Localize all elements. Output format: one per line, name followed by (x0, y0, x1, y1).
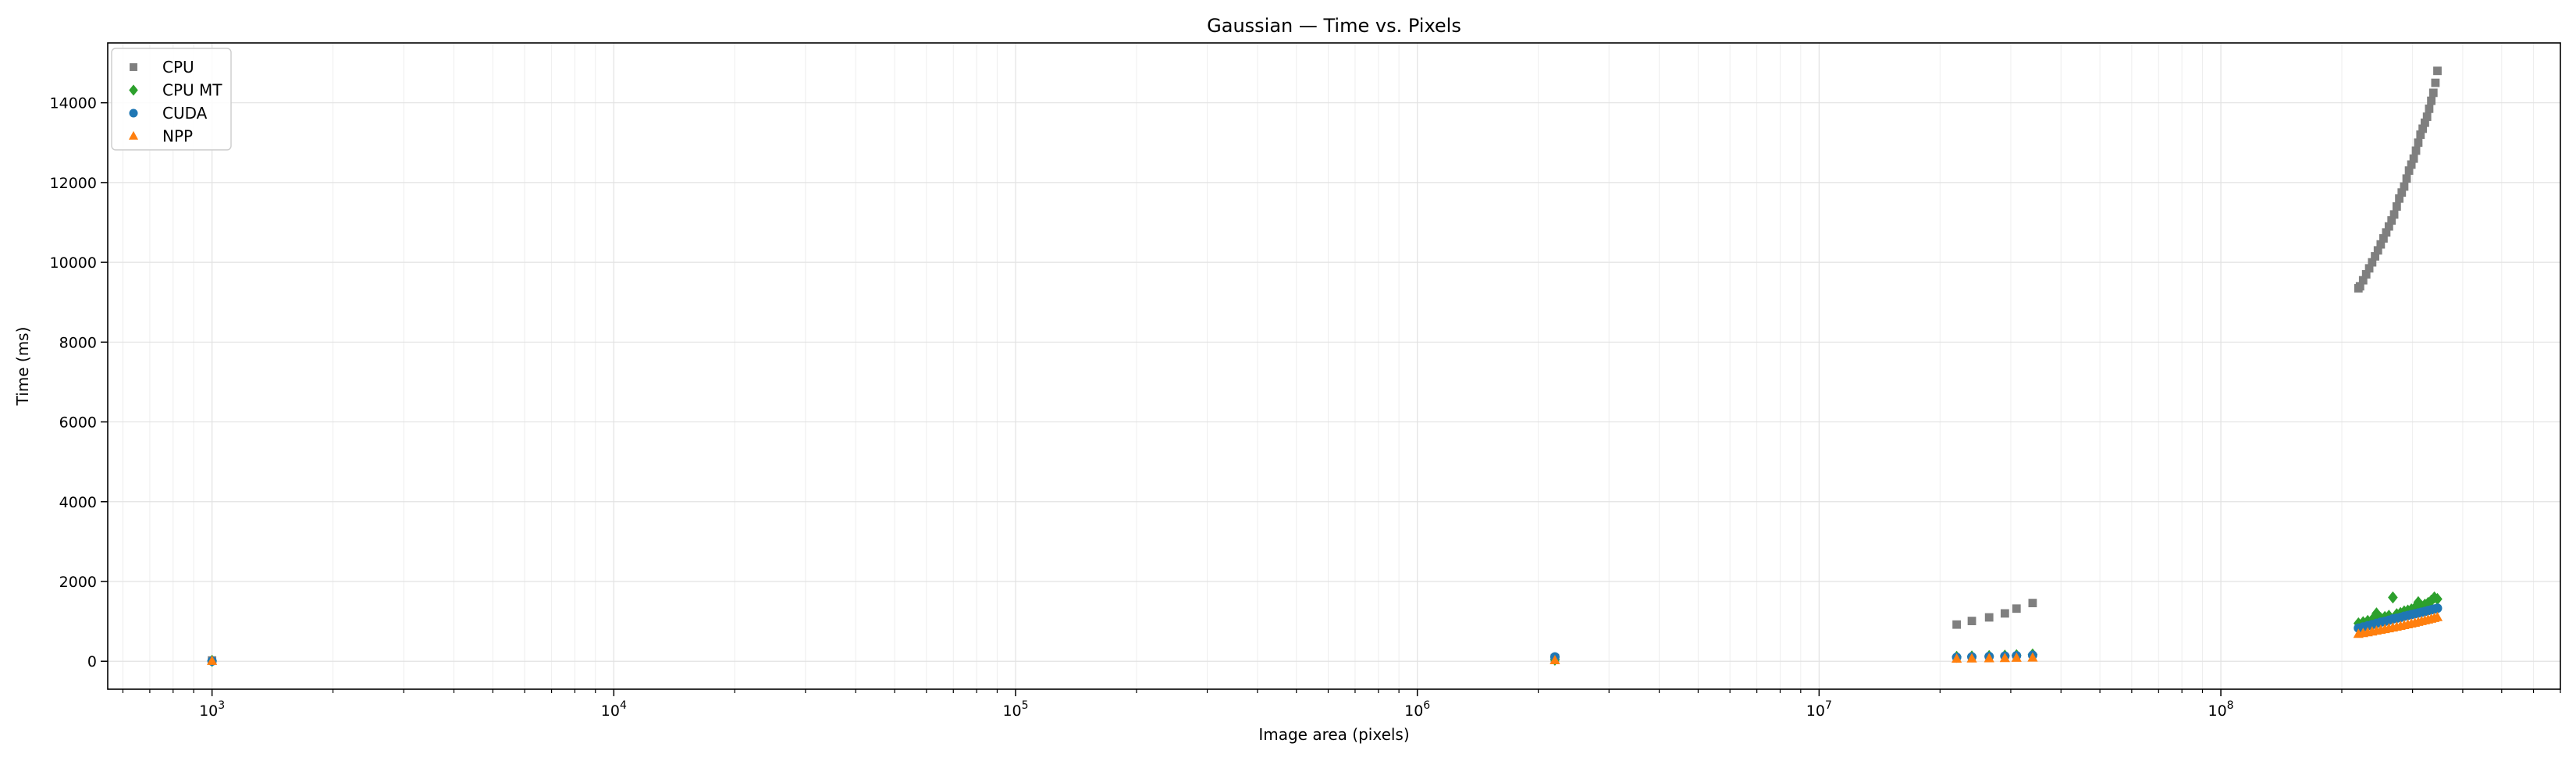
legend-label: CUDA (162, 104, 208, 123)
x-tick-label: 107 (1806, 699, 1832, 720)
data-point (2427, 96, 2436, 105)
data-point (1966, 653, 1977, 663)
legend-marker (128, 130, 139, 140)
y-tick-label: 4000 (59, 494, 97, 511)
data-point (1967, 617, 1976, 625)
data-point (2364, 264, 2374, 273)
series-cuda (207, 603, 2443, 666)
data-point (2416, 130, 2425, 139)
y-tick-label: 2000 (59, 574, 97, 591)
data-point (1550, 655, 1560, 664)
data-point (2382, 228, 2391, 237)
data-point (2384, 222, 2393, 231)
legend-label: CPU MT (162, 81, 222, 100)
data-point (2422, 112, 2432, 121)
data-point (2388, 591, 2398, 604)
legend-marker (130, 63, 137, 71)
axis-ticks: 103 104 105 106 107 108 0 2000 4000 6000 8000 10000… (50, 95, 2561, 720)
legend-marker (129, 108, 138, 118)
data-point (2400, 182, 2409, 191)
data-point (2371, 607, 2382, 620)
data-point (2397, 188, 2407, 197)
x-tick-label: 104 (601, 699, 627, 720)
data-point (2376, 240, 2386, 249)
y-tick-label: 8000 (59, 334, 97, 351)
data-point (1984, 613, 1994, 622)
data-point (2355, 282, 2364, 291)
data-point (1999, 653, 2010, 663)
data-point (2432, 603, 2443, 613)
data-point (1952, 620, 1961, 629)
data-point (2432, 592, 2443, 606)
data-points (207, 66, 2443, 667)
data-point (1984, 653, 1994, 663)
data-point (2379, 234, 2388, 243)
data-point (2431, 78, 2440, 87)
data-point (2433, 66, 2442, 76)
data-point (2414, 138, 2423, 148)
chart-title: Gaussian — Time vs. Pixels (1207, 15, 1461, 37)
data-point (207, 655, 218, 665)
data-point (2421, 118, 2429, 127)
data-point (2418, 124, 2428, 133)
legend-label: NPP (162, 127, 193, 146)
data-point (2358, 276, 2368, 285)
y-tick-label: 14000 (50, 95, 97, 112)
data-point (2373, 246, 2382, 255)
data-point (2392, 202, 2401, 211)
y-axis-label: Time (ms) (13, 327, 32, 407)
data-point (2362, 614, 2373, 628)
series-npp (207, 611, 2443, 665)
data-point (2409, 154, 2418, 163)
data-point (2389, 210, 2399, 219)
data-point (2411, 146, 2421, 155)
grid-lines (108, 43, 2561, 689)
data-point (2402, 174, 2411, 183)
data-point (2404, 166, 2414, 175)
data-point (2027, 652, 2038, 662)
x-tick-label: 103 (199, 699, 225, 720)
legend-box (111, 48, 232, 151)
legend: CPU CPU MT CUDA NPP (111, 48, 232, 151)
data-point (2367, 613, 2378, 626)
data-point (2371, 252, 2379, 261)
data-point (2011, 652, 2022, 662)
y-tick-label: 0 (87, 653, 97, 670)
data-point (1951, 653, 1962, 663)
legend-marker (129, 84, 138, 96)
data-point (2368, 258, 2377, 267)
data-point (2395, 194, 2403, 203)
legend-label: CPU (162, 58, 194, 76)
y-tick-label: 12000 (50, 175, 97, 192)
data-point (2428, 88, 2438, 98)
x-tick-label: 105 (1002, 699, 1028, 720)
data-point (2361, 270, 2371, 279)
data-point (2028, 599, 2037, 607)
x-tick-label: 106 (1404, 699, 1430, 720)
x-axis-label: Image area (pixels) (1258, 725, 1409, 744)
data-point (2387, 216, 2396, 225)
data-point (2425, 104, 2434, 113)
x-tick-label: 108 (2208, 699, 2233, 720)
plot-frame (107, 42, 2561, 690)
y-tick-label: 6000 (59, 414, 97, 432)
y-tick-label: 10000 (50, 254, 97, 272)
data-point (2432, 611, 2443, 621)
data-point (2000, 609, 2009, 618)
data-point (2012, 604, 2021, 613)
data-point (2407, 160, 2416, 169)
